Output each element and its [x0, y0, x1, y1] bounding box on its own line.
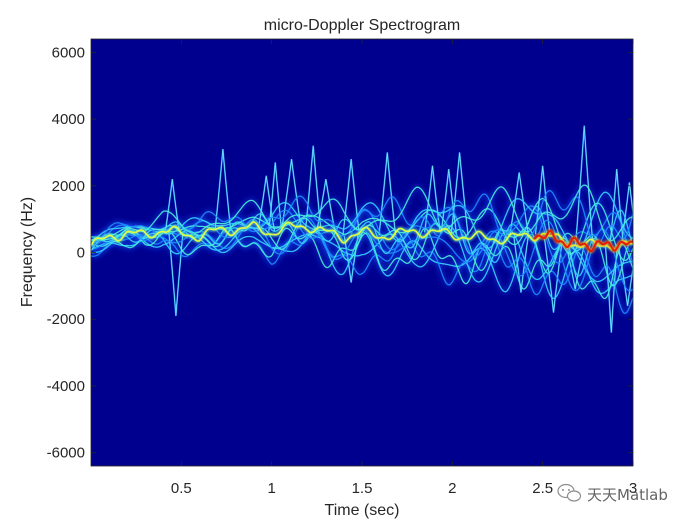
spectrogram-traces [91, 125, 633, 333]
y-tick-label: 4000 [52, 111, 85, 128]
y-tick-label: 6000 [52, 44, 85, 61]
doppler-spike-core [378, 152, 396, 236]
y-axis-label: Frequency (Hz) [19, 197, 36, 307]
doppler-spike-core [342, 159, 360, 236]
y-tick-label: -6000 [47, 445, 85, 462]
chart-title: micro-Doppler Spectrogram [264, 17, 461, 34]
y-tick-label: -4000 [47, 378, 85, 395]
y-tick-label: -2000 [47, 311, 85, 328]
x-axis-label: Time (sec) [325, 502, 400, 519]
x-tick-label: 1 [267, 480, 275, 497]
doppler-trace [91, 197, 633, 262]
doppler-spike-core [316, 179, 336, 233]
x-tick-label: 3 [629, 480, 637, 497]
hot-band [533, 229, 633, 253]
doppler-spike-core [165, 179, 180, 232]
doppler-spike-core [575, 125, 594, 245]
doppler-spike-core [268, 162, 283, 232]
doppler-trace [91, 228, 633, 314]
watermark: 天天Matlab [557, 483, 668, 504]
doppler-spike-core [281, 159, 302, 228]
doppler-spike-core [168, 232, 184, 316]
doppler-spike-core [544, 238, 563, 313]
x-tick-label: 0.5 [171, 480, 192, 497]
dominant-band [91, 221, 633, 251]
x-tick-label: 1.5 [352, 480, 373, 497]
y-tick-label: 2000 [52, 178, 85, 195]
doppler-spike-core [214, 149, 232, 231]
x-tick-label: 2 [448, 480, 456, 497]
y-axis: 6000 4000 2000 0 -2000 -4000 -6000 [47, 44, 633, 462]
doppler-trace [91, 189, 633, 248]
doppler-spike-core [513, 236, 529, 293]
doppler-trace [91, 226, 633, 300]
x-tick-label: 2.5 [532, 480, 553, 497]
watermark-text: 天天Matlab [587, 486, 668, 504]
x-axis: 0.5 1 1.5 2 2.5 3 [171, 39, 637, 497]
y-tick-label: 0 [77, 245, 85, 262]
wechat-logo-icon [557, 483, 582, 502]
doppler-spike-core [509, 172, 530, 237]
doppler-spike-core [620, 182, 633, 246]
doppler-spike-core [305, 145, 322, 228]
